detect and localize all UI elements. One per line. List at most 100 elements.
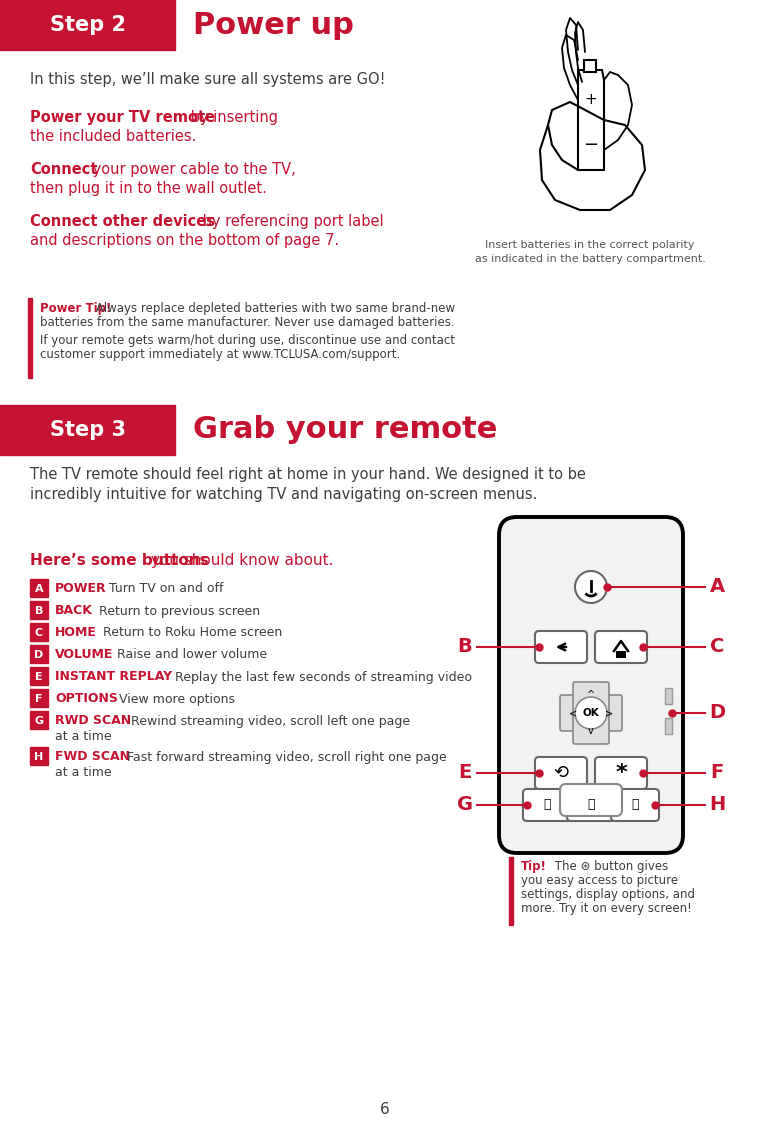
Text: RWD SCAN: RWD SCAN [55,715,131,727]
Text: Insert batteries in the correct polarity: Insert batteries in the correct polarity [485,240,695,250]
Text: Rewind streaming video, scroll left one page: Rewind streaming video, scroll left one … [127,715,410,727]
Text: ⏪: ⏪ [544,799,550,811]
Text: Turn TV on and off: Turn TV on and off [105,582,224,596]
Text: C: C [710,638,724,656]
Text: A: A [35,583,43,594]
Text: Always replace depleted batteries with two same brand-new: Always replace depleted batteries with t… [92,303,455,315]
Text: as indicated in the battery compartment.: as indicated in the battery compartment. [475,254,705,264]
Text: you easy access to picture: you easy access to picture [521,874,678,887]
Bar [665,718,672,734]
Text: D: D [709,704,725,723]
FancyBboxPatch shape [535,631,587,663]
Text: ⏯: ⏯ [588,799,594,811]
Text: If your remote gets warm/hot during use, discontinue use and contact: If your remote gets warm/hot during use,… [40,334,455,347]
Text: INSTANT REPLAY: INSTANT REPLAY [55,671,172,683]
Text: F: F [35,695,42,704]
Text: E: E [35,672,43,682]
FancyBboxPatch shape [573,682,609,744]
Bar [30,747,48,765]
Text: G: G [35,716,44,726]
Bar [616,651,626,658]
Text: batteries from the same manufacturer. Never use damaged batteries.: batteries from the same manufacturer. Ne… [40,316,455,329]
Text: then plug it in to the wall outlet.: then plug it in to the wall outlet. [30,181,267,196]
Bar [30,600,48,619]
Text: >: > [605,708,613,718]
Text: Here’s some buttons: Here’s some buttons [30,553,209,568]
Text: settings, display options, and: settings, display options, and [521,888,695,901]
Text: VOLUME: VOLUME [55,648,113,662]
Text: 6: 6 [380,1102,390,1117]
Bar [509,857,513,925]
Text: Grab your remote: Grab your remote [193,416,497,444]
Text: OK: OK [583,708,599,718]
FancyBboxPatch shape [523,789,571,821]
Bar [30,712,48,729]
Text: Raise and lower volume: Raise and lower volume [113,648,267,662]
Text: The ⊛ button gives: The ⊛ button gives [551,860,668,874]
Text: The TV remote should feel right at home in your hand. We designed it to be: The TV remote should feel right at home … [30,467,586,482]
Text: Step 2: Step 2 [50,15,126,35]
Text: *: * [615,763,627,783]
Text: FWD SCAN: FWD SCAN [55,750,130,764]
Bar [584,60,596,73]
Text: <: < [569,708,577,718]
Text: you should know about.: you should know about. [146,553,334,568]
Bar [30,623,48,641]
Circle shape [575,697,607,729]
Text: your power cable to the TV,: your power cable to the TV, [88,162,296,177]
Text: A: A [709,578,725,596]
Text: POWER: POWER [55,582,106,596]
Text: Power Tip!: Power Tip! [40,303,111,315]
FancyBboxPatch shape [595,631,647,663]
Text: −: − [584,136,598,154]
Bar [30,689,48,707]
Text: Power up: Power up [193,10,354,40]
Text: BACK: BACK [55,605,93,617]
Text: View more options: View more options [115,692,235,706]
Bar [0,0,175,50]
Text: E: E [459,764,472,783]
Text: C: C [35,628,43,638]
FancyBboxPatch shape [560,784,622,816]
Text: Power your TV remote: Power your TV remote [30,110,215,125]
Text: and descriptions on the bottom of page 7.: and descriptions on the bottom of page 7… [30,233,339,248]
Text: +: + [584,93,598,108]
FancyBboxPatch shape [595,757,647,789]
Text: H: H [35,752,44,763]
Text: B: B [35,606,43,616]
Text: by referencing port label: by referencing port label [198,214,384,229]
FancyBboxPatch shape [560,695,622,731]
Bar [28,298,32,378]
Text: Tip!: Tip! [521,860,547,874]
Text: Step 3: Step 3 [50,420,126,440]
Text: Return to Roku Home screen: Return to Roku Home screen [99,627,282,639]
Text: incredibly intuitive for watching TV and navigating on-screen menus.: incredibly intuitive for watching TV and… [30,487,537,502]
Bar [30,667,48,685]
Text: Connect: Connect [30,162,97,177]
Text: Replay the last few seconds of streaming video: Replay the last few seconds of streaming… [171,671,472,683]
Text: ⏩: ⏩ [631,799,638,811]
Circle shape [575,571,607,603]
Bar [665,688,672,704]
Text: the included batteries.: the included batteries. [30,129,197,144]
FancyBboxPatch shape [535,757,587,789]
Text: Return to previous screen: Return to previous screen [95,605,260,617]
Text: H: H [709,795,725,815]
Text: ^: ^ [587,690,595,700]
Text: In this step, we’ll make sure all systems are GO!: In this step, we’ll make sure all system… [30,73,386,87]
Text: at a time: at a time [55,730,112,742]
Bar [30,645,48,663]
Text: Fast forward streaming video, scroll right one page: Fast forward streaming video, scroll rig… [123,750,446,764]
FancyBboxPatch shape [567,789,615,821]
Text: v: v [588,726,594,736]
Text: G: G [457,795,473,815]
Text: OPTIONS: OPTIONS [55,692,118,706]
Text: D: D [35,650,44,661]
Text: Connect other devices: Connect other devices [30,214,215,229]
Text: F: F [710,764,724,783]
FancyBboxPatch shape [499,517,683,853]
Bar [0,404,175,455]
Text: more. Try it on every screen!: more. Try it on every screen! [521,902,692,915]
FancyBboxPatch shape [611,789,659,821]
Bar [30,579,48,597]
